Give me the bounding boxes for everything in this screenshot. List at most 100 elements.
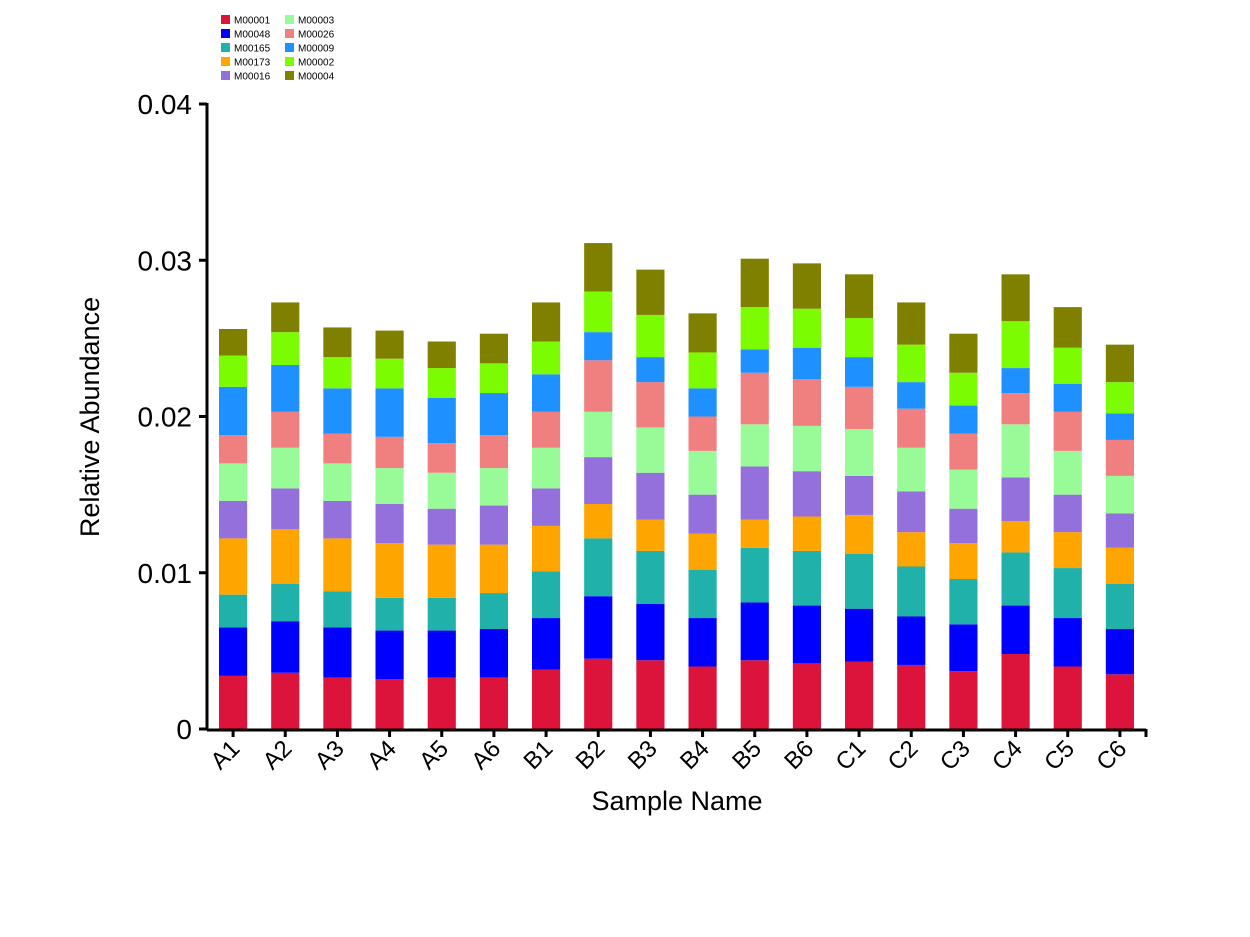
bar-segment-M00001-B1 — [532, 669, 561, 730]
bar-segment-M00173-C3 — [949, 543, 978, 579]
bar-segment-M00001-A6 — [479, 677, 508, 729]
bar-segment-M00003-B2 — [584, 411, 613, 458]
bar-segment-M00016-B2 — [584, 457, 613, 504]
bar-segment-M00003-B5 — [740, 424, 769, 467]
bar-segment-M00026-C6 — [1105, 439, 1134, 476]
bar-segment-M00001-B4 — [688, 666, 717, 729]
bar-segment-M00016-B5 — [740, 466, 769, 520]
bar-segment-M00026-B2 — [584, 360, 613, 412]
bar-segment-M00016-C1 — [845, 475, 874, 515]
bar-segment-M00004-C2 — [897, 302, 926, 345]
bar-segment-M00173-B1 — [532, 525, 561, 572]
x-tick-label: C1 — [831, 735, 872, 776]
bar-segment-M00009-C4 — [1001, 368, 1030, 394]
bar-segment-M00001-B5 — [740, 660, 769, 729]
bar-segment-M00003-A3 — [323, 463, 352, 501]
x-tick-label: B4 — [675, 735, 715, 775]
bar-segment-M00001-C2 — [897, 664, 926, 729]
bar-segment-M00165-A2 — [271, 583, 300, 622]
bar-segment-M00016-B4 — [688, 494, 717, 534]
bar-segment-M00003-A4 — [375, 468, 404, 504]
bar-segment-M00048-A3 — [323, 627, 352, 678]
bar-segment-M00173-C4 — [1001, 521, 1030, 553]
x-tick-label: C5 — [1039, 735, 1080, 776]
bar-segment-M00165-B5 — [740, 547, 769, 603]
bar-segment-M00004-B2 — [584, 243, 613, 292]
bar-segment-M00026-B1 — [532, 411, 561, 448]
bar-segment-M00002-A6 — [479, 363, 508, 394]
bar-segment-M00048-B6 — [792, 605, 821, 664]
bar-segment-M00002-A4 — [375, 358, 404, 389]
bar-segment-M00016-C3 — [949, 508, 978, 544]
bar-segment-M00173-A3 — [323, 538, 352, 592]
x-tick-label: B3 — [623, 735, 663, 775]
bar-segment-M00165-A5 — [427, 597, 456, 631]
bar-segment-M00016-B1 — [532, 488, 561, 526]
bar-segment-M00004-B3 — [636, 269, 665, 315]
legend: M00001 M00048 M00165 M00173 M00016 M00003 M000… — [221, 15, 335, 83]
bar-segment-M00002-C2 — [897, 344, 926, 383]
bar-segment-M00009-A5 — [427, 397, 456, 444]
bar-segment-M00048-C5 — [1053, 618, 1082, 667]
bar-segment-M00002-C4 — [1001, 321, 1030, 369]
bar-segment-M00004-A2 — [271, 302, 300, 333]
bar-segment-M00009-A6 — [479, 393, 508, 436]
legend-label: M00001 — [234, 16, 271, 27]
legend-swatch — [285, 15, 294, 24]
bar-segment-M00004-B1 — [532, 302, 561, 342]
legend-swatch — [285, 29, 294, 38]
bar-segment-M00016-A1 — [219, 500, 248, 539]
bar-segment-M00016-C4 — [1001, 477, 1030, 522]
bar-segment-M00173-A6 — [479, 544, 508, 594]
bar-segment-M00001-C1 — [845, 661, 874, 729]
x-tick-label: A4 — [362, 735, 402, 775]
bar-segment-M00173-B5 — [740, 519, 769, 548]
bar-segment-M00002-B3 — [636, 314, 665, 358]
bar-segment-M00002-A3 — [323, 357, 352, 389]
bar-segment-M00173-C2 — [897, 532, 926, 567]
bar-segment-M00016-A5 — [427, 508, 456, 545]
bar-segment-M00002-B5 — [740, 307, 769, 350]
bar-segment-M00002-C3 — [949, 372, 978, 406]
x-tick-label: A6 — [466, 735, 506, 775]
bar-segment-M00004-B6 — [792, 263, 821, 309]
bar-segment-M00003-B6 — [792, 425, 821, 472]
legend-swatch — [285, 71, 294, 80]
bar-segment-M00048-C1 — [845, 608, 874, 662]
bar-segment-M00001-A1 — [219, 675, 248, 730]
x-tick-label: A2 — [258, 735, 298, 775]
bar-segment-M00002-B6 — [792, 308, 821, 348]
bar-segment-M00001-A2 — [271, 672, 300, 729]
bar-segment-M00173-B4 — [688, 533, 717, 570]
bar-segment-M00165-C3 — [949, 579, 978, 625]
bar-segment-M00003-A6 — [479, 468, 508, 506]
bar-segment-M00009-A1 — [219, 386, 248, 436]
x-tick-label: B2 — [571, 735, 611, 775]
legend-label: M00048 — [234, 30, 271, 41]
y-tick-label: 0 — [176, 714, 192, 745]
bar-segment-M00165-C5 — [1053, 568, 1082, 619]
bar-segment-M00001-C6 — [1105, 674, 1134, 729]
bar-segment-M00173-A1 — [219, 538, 248, 595]
bar-segment-M00173-A4 — [375, 543, 404, 598]
bar-segment-M00026-B3 — [636, 382, 665, 428]
bar-segment-M00003-C6 — [1105, 475, 1134, 514]
bar-segment-M00004-C6 — [1105, 344, 1134, 383]
y-tick-label: 0.03 — [138, 245, 193, 276]
bar-segment-M00002-C5 — [1053, 347, 1082, 384]
bar-segment-M00173-C5 — [1053, 532, 1082, 569]
bar-segment-M00026-B4 — [688, 416, 717, 451]
legend-label: M00009 — [298, 44, 335, 55]
bar-segment-M00165-C6 — [1105, 583, 1134, 629]
bar-segment-M00026-C3 — [949, 433, 978, 470]
bar-segment-M00009-A3 — [323, 388, 352, 434]
x-tick-label: B6 — [779, 735, 819, 775]
bar-segment-M00004-C1 — [845, 274, 874, 319]
bar-segment-M00003-B4 — [688, 450, 717, 495]
bar-segment-M00004-A6 — [479, 333, 508, 364]
bar-segment-M00026-B5 — [740, 372, 769, 425]
legend-swatch — [221, 71, 230, 80]
bar-segment-M00016-A6 — [479, 505, 508, 545]
bar-segment-M00009-C1 — [845, 357, 874, 387]
